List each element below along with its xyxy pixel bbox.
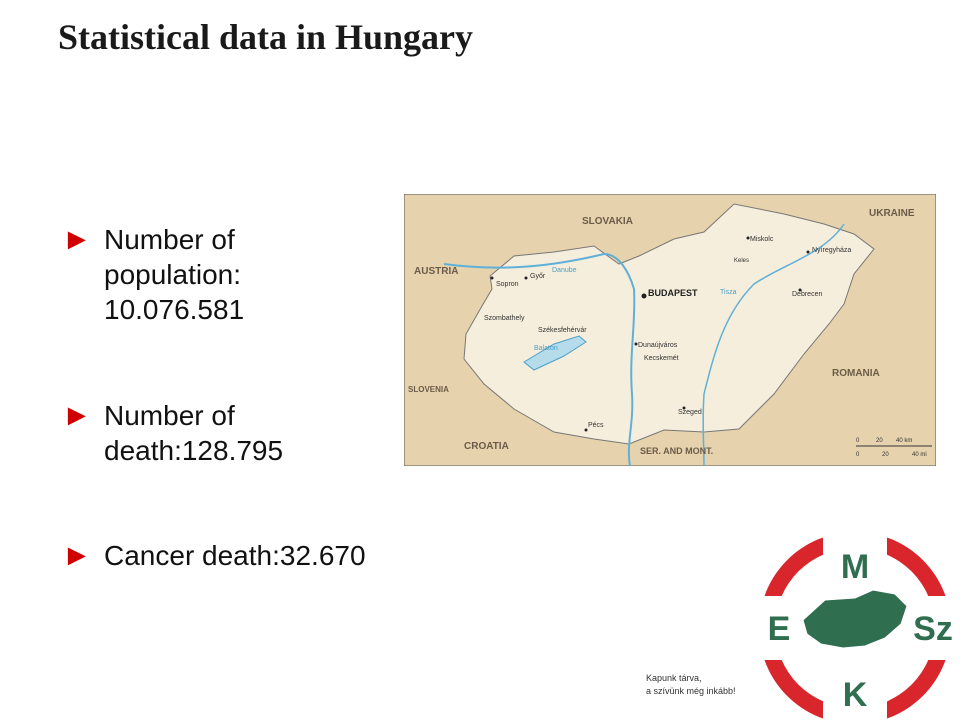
city-label: Pécs xyxy=(588,422,604,429)
scale-label: 0 xyxy=(856,452,860,458)
scale-label: 40 mi xyxy=(912,452,927,458)
logo-letter: E xyxy=(768,610,791,648)
bullet-text: Number of population: 10.076.581 xyxy=(104,224,245,325)
lake-label: Balaton xyxy=(534,345,558,352)
city-marker xyxy=(584,428,588,432)
country-label: SLOVAKIA xyxy=(582,216,633,227)
map: SLOVAKIA UKRAINE AUSTRIA ROMANIA SLOVENI… xyxy=(404,194,936,466)
city-label: Dunaújváros xyxy=(638,342,678,349)
scale-label: 0 xyxy=(856,438,860,444)
city-label: Szeged xyxy=(678,409,702,416)
city-label: Debrecen xyxy=(792,291,822,298)
city-marker xyxy=(806,250,810,254)
city-marker xyxy=(490,276,494,280)
scale-label: 20 xyxy=(876,438,883,444)
city-label: Szombathely xyxy=(484,315,525,322)
country-label: SER. AND MONT. xyxy=(640,446,713,456)
scale-label: 40 km xyxy=(896,438,912,444)
bullet-marker: ► xyxy=(62,399,92,432)
bullet: ► Number of population: 10.076.581 xyxy=(62,222,332,327)
bullet-marker: ► xyxy=(62,539,92,572)
capital-label: BUDAPEST xyxy=(648,288,698,298)
country-label: UKRAINE xyxy=(869,208,915,219)
river xyxy=(443,252,636,466)
capital-marker xyxy=(641,293,647,299)
city-label: Sopron xyxy=(496,281,519,288)
bullet: ► Cancer death:32.670 xyxy=(62,538,482,573)
city-label: Miskolc xyxy=(750,236,774,243)
country-label: AUSTRIA xyxy=(414,266,458,277)
bullet-text: Cancer death:32.670 xyxy=(104,540,366,571)
river xyxy=(702,223,845,466)
country-label: CROATIA xyxy=(464,441,509,452)
country-label: SLOVENIA xyxy=(408,385,449,394)
slide-title: Statistical data in Hungary xyxy=(58,17,474,57)
city-marker xyxy=(798,288,802,292)
motto-line: Kapunk tárva, xyxy=(646,673,702,683)
motto: Kapunk tárva, a szívünk még inkább! xyxy=(646,672,736,698)
city-label: Székesfehérvár xyxy=(538,327,587,334)
city-label: Kecskemét xyxy=(644,355,679,362)
bullet-text: Number of death:128.795 xyxy=(104,400,284,466)
bullet-marker: ► xyxy=(62,223,92,256)
logo-map xyxy=(802,589,908,649)
logo-letter: K xyxy=(843,676,868,714)
river-label: Tisza xyxy=(720,289,737,296)
lake xyxy=(523,335,587,371)
city-marker xyxy=(634,342,638,346)
bullet: ► Number of death:128.795 xyxy=(62,398,362,468)
motto-line: a szívünk még inkább! xyxy=(646,686,736,696)
logo: M E Sz K xyxy=(755,528,960,720)
city-marker xyxy=(682,406,686,410)
city-marker xyxy=(746,236,750,240)
city-label: Keles xyxy=(734,258,749,264)
city-label: Nyíregyháza xyxy=(812,247,851,254)
city-marker xyxy=(524,276,528,280)
logo-letter: M xyxy=(841,548,869,586)
scale-label: 20 xyxy=(882,452,889,458)
logo-letter: Sz xyxy=(913,610,953,648)
country-label: ROMANIA xyxy=(832,368,880,379)
hungary xyxy=(463,203,875,445)
river-label: Danube xyxy=(552,267,577,274)
city-label: Győr xyxy=(530,273,546,280)
